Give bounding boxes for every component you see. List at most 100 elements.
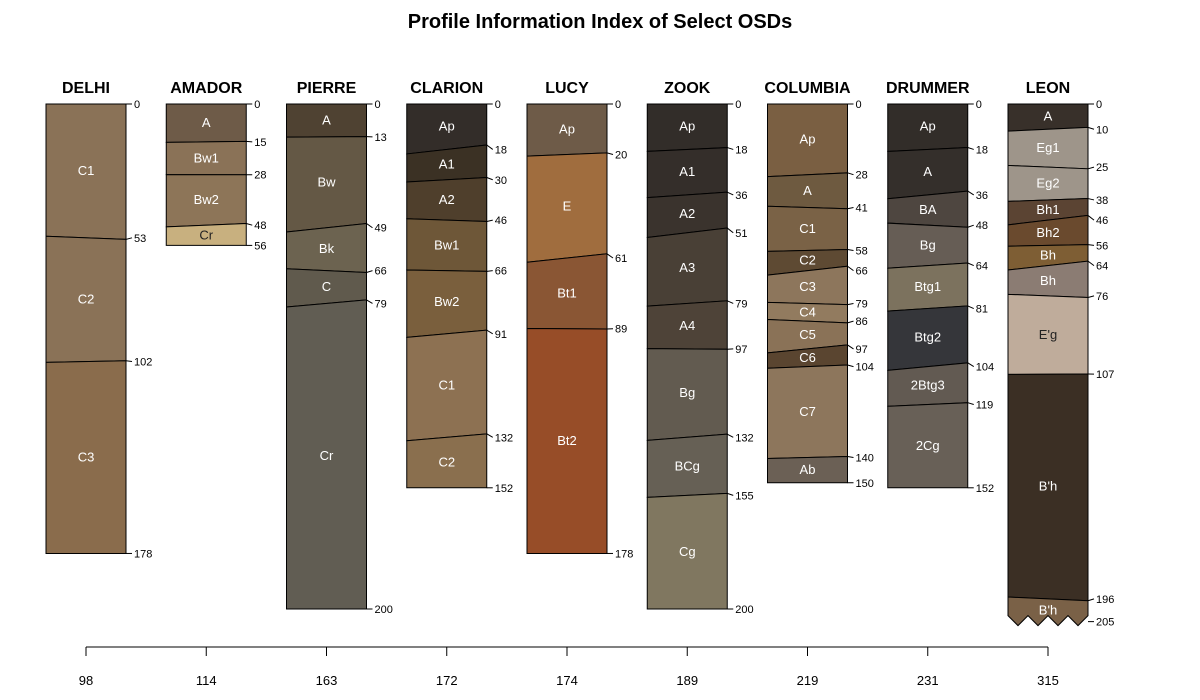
depth-label: 155	[735, 490, 753, 502]
depth-label: 86	[856, 316, 868, 328]
profile-name: ZOOK	[664, 80, 711, 97]
depth-tick	[1087, 166, 1095, 170]
depth-tick	[727, 300, 734, 304]
depth-tick	[486, 270, 493, 272]
depth-tick	[726, 227, 734, 234]
depth-tick	[1087, 295, 1095, 298]
horizon-label: A1	[679, 164, 695, 179]
depth-label: 0	[735, 99, 741, 111]
depth-label: 66	[856, 266, 868, 278]
profile-name: LUCY	[545, 80, 589, 97]
depth-tick	[727, 433, 734, 438]
depth-label: 178	[615, 548, 633, 560]
horizon-label: B'h	[1039, 602, 1057, 617]
depth-tick	[967, 224, 974, 228]
horizon-label: A	[202, 115, 211, 130]
depth-label: 58	[856, 245, 868, 257]
horizon-label: E'g	[1039, 327, 1057, 342]
depth-tick	[366, 299, 373, 304]
depth-label: 51	[735, 228, 747, 240]
depth-label: 28	[254, 170, 266, 182]
profile-zook: ZOOK Ap A1 A2 A3 A4 Bg BCg Cg 0 18 36 51 79 97 132 155 20…	[646, 80, 754, 616]
x-axis-label: 174	[556, 673, 578, 688]
profile-amador: AMADOR A Bw1 Bw2 Cr 0 15 28 48 56	[165, 80, 267, 252]
x-axis-label: 172	[436, 673, 458, 688]
horizon-label: Btg1	[914, 279, 941, 294]
depth-label: 36	[976, 190, 988, 202]
horizon-label: BCg	[675, 458, 700, 473]
profile-name: AMADOR	[170, 80, 242, 97]
depth-label: 10	[1096, 124, 1108, 136]
horizon-label: C3	[799, 279, 816, 294]
horizon-label: Cr	[199, 227, 213, 242]
horizon-label: Bh1	[1036, 202, 1059, 217]
depth-tick	[967, 262, 974, 267]
horizon-label: E	[563, 198, 572, 213]
horizon-label: Bt2	[557, 433, 577, 448]
horizon-label: Bh	[1040, 248, 1056, 263]
horizon-label: A4	[679, 318, 695, 333]
depth-label: 18	[735, 144, 747, 156]
profile-name: LEON	[1026, 80, 1070, 97]
depth-label: 18	[976, 144, 988, 156]
profile-clarion: CLARION Ap A1 A2 Bw1 Bw2 C1 C2 0 18 30 46 66 91 132 152	[406, 80, 513, 495]
depth-label: 97	[735, 344, 747, 356]
depth-tick	[366, 270, 373, 273]
depth-tick	[967, 402, 974, 405]
depth-label: 46	[495, 215, 507, 227]
horizon-bph	[1007, 596, 1089, 627]
horizon-label: Bw1	[434, 237, 459, 252]
x-axis-label: 315	[1037, 673, 1059, 688]
horizon-label: C1	[438, 378, 455, 393]
profile-name: DRUMMER	[886, 80, 970, 97]
horizon-label: 2Cg	[916, 438, 940, 453]
depth-label: 49	[375, 223, 387, 235]
depth-label: 41	[856, 203, 868, 215]
depth-tick	[486, 177, 493, 181]
depth-tick	[847, 364, 854, 368]
horizon-label: Bh2	[1036, 225, 1059, 240]
depth-label: 178	[134, 548, 152, 560]
horizon-label: Ap	[800, 131, 816, 146]
depth-label: 79	[856, 298, 868, 310]
horizon-label: BA	[919, 202, 937, 217]
depth-label: 61	[615, 253, 627, 265]
x-axis-label: 219	[797, 673, 819, 688]
depth-label: 89	[615, 324, 627, 336]
depth-tick	[727, 191, 734, 196]
profile-lucy: LUCY Ap E Bt1 Bt2 0 20 61 89 178	[526, 80, 633, 560]
x-axis-label: 114	[196, 673, 217, 688]
depth-label: 20	[615, 150, 627, 162]
horizon-label: Bt1	[557, 285, 577, 300]
depth-label: 107	[1096, 369, 1114, 381]
depth-label: 0	[856, 99, 862, 111]
depth-label: 79	[375, 298, 387, 310]
depth-tick	[1087, 215, 1095, 221]
horizon-label: A2	[439, 192, 455, 207]
depth-tick	[847, 207, 854, 210]
depth-tick	[967, 190, 975, 196]
horizon-label: A3	[679, 260, 695, 275]
horizon-label: A	[923, 164, 932, 179]
depth-tick	[847, 455, 854, 458]
horizon-label: C2	[78, 292, 95, 307]
horizon-label: Bg	[679, 385, 695, 400]
depth-tick	[366, 223, 373, 229]
depth-tick	[1087, 244, 1095, 246]
depth-label: 46	[1096, 215, 1108, 227]
horizon-label: C4	[799, 304, 816, 319]
depth-tick	[125, 360, 133, 363]
depth-tick	[1087, 260, 1095, 267]
horizon-label: C5	[799, 327, 816, 342]
depth-label: 200	[735, 604, 753, 616]
profile-leon: LEON A Eg1 Eg2 Bh1 Bh2 Bh Bh E'g B'h B'h 0 10 25 38 46 5…	[1007, 80, 1114, 629]
horizon-label: 2Btg3	[911, 378, 945, 393]
depth-label: 66	[375, 266, 387, 278]
depth-label: 36	[735, 190, 747, 202]
depth-tick	[125, 237, 133, 240]
horizon-label: C	[322, 279, 331, 294]
depth-tick	[847, 320, 854, 324]
x-axis: 98 114 163 172 174 189 219 231 315	[79, 646, 1059, 688]
depth-label: 66	[495, 266, 507, 278]
depth-tick	[486, 219, 493, 222]
